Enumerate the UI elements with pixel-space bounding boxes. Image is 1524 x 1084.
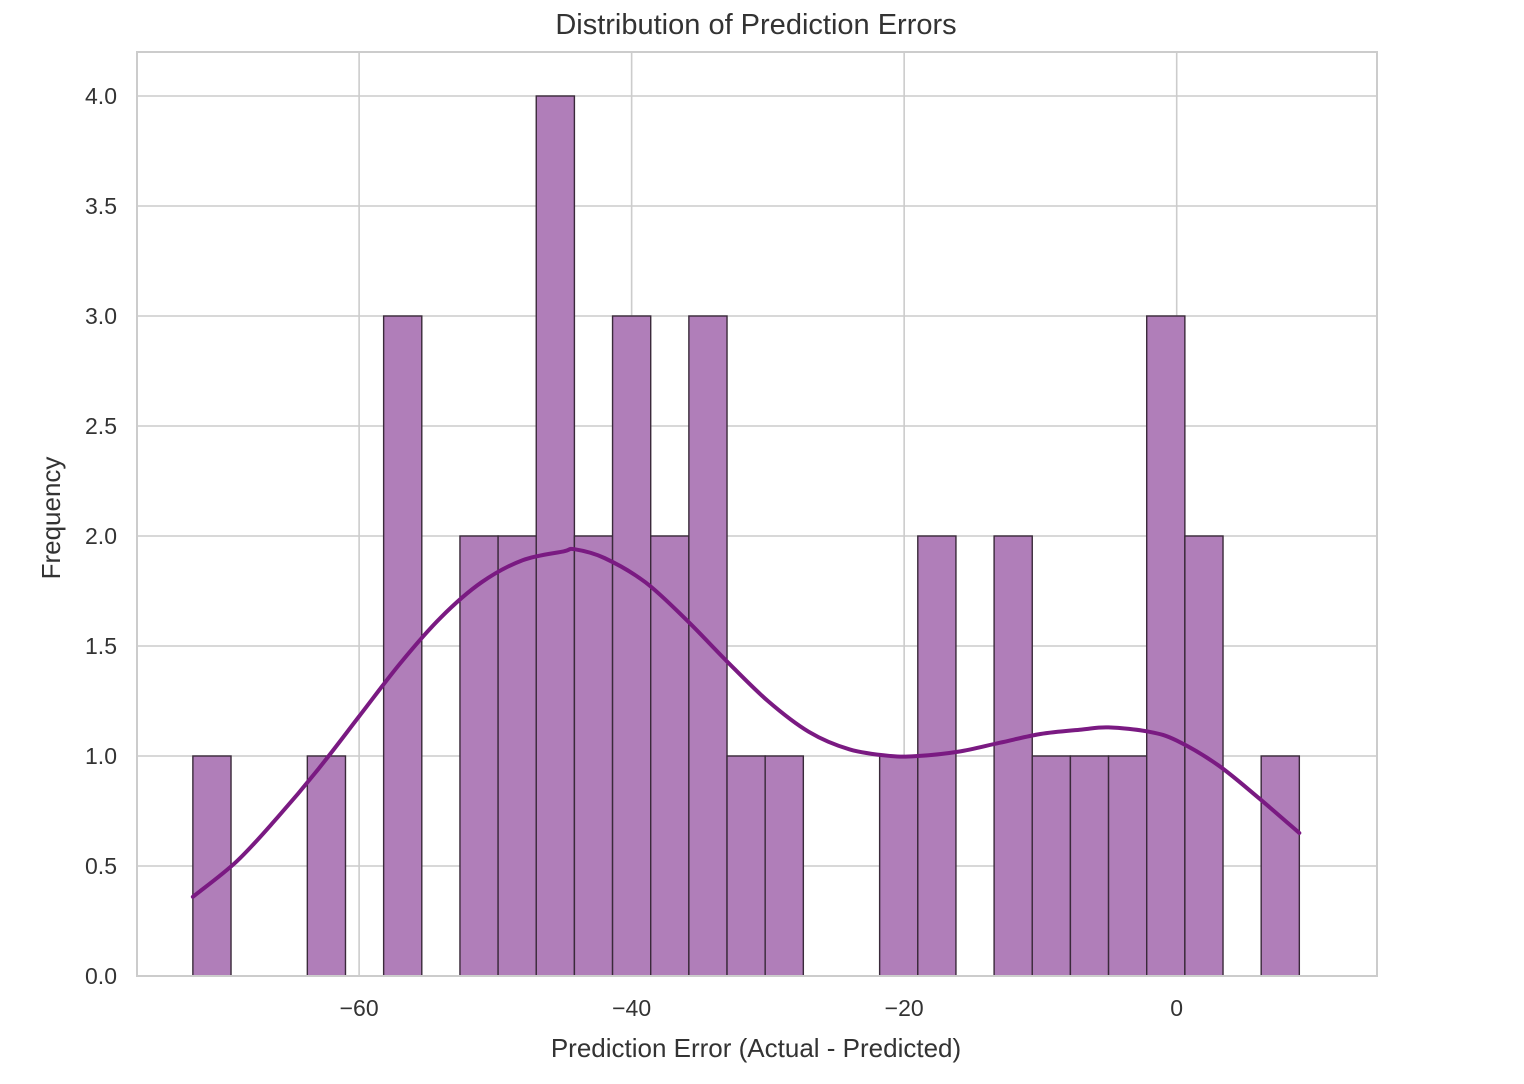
y-tick-label: 4.0 bbox=[85, 83, 117, 109]
histogram-bar bbox=[1107, 755, 1148, 977]
histogram-bar bbox=[611, 315, 652, 977]
plot-frame bbox=[136, 51, 1378, 977]
histogram-bar bbox=[306, 755, 347, 977]
histogram-bar bbox=[993, 535, 1033, 977]
x-tick-label: −40 bbox=[612, 995, 651, 1021]
histogram-bar bbox=[1260, 755, 1301, 977]
histogram-bar bbox=[1069, 755, 1110, 977]
histogram-bar bbox=[459, 535, 499, 977]
histogram-bar bbox=[764, 755, 805, 977]
y-tick-label: 1.5 bbox=[85, 633, 117, 659]
x-tick-labels: −60 −40 −20 0 bbox=[340, 995, 1183, 1021]
y-tick-label: 0.5 bbox=[85, 853, 117, 879]
y-tick-label: 3.0 bbox=[85, 303, 117, 329]
histogram-bar bbox=[688, 315, 728, 977]
y-tick-labels: 0.0 0.5 1.0 1.5 2.0 2.5 3.0 3.5 4.0 bbox=[85, 83, 117, 989]
y-tick-label: 2.0 bbox=[85, 523, 117, 549]
x-axis-title: Prediction Error (Actual - Predicted) bbox=[551, 1033, 961, 1063]
histogram-bar bbox=[1146, 315, 1186, 977]
histogram-bar bbox=[192, 755, 232, 977]
histogram-bar bbox=[878, 755, 919, 977]
histogram-bar bbox=[650, 535, 690, 977]
histogram-bar bbox=[497, 535, 537, 977]
histogram-bar bbox=[535, 95, 576, 977]
y-tick-label: 0.0 bbox=[85, 963, 117, 989]
histogram-bar bbox=[726, 755, 766, 977]
kde-curve bbox=[190, 546, 1302, 899]
y-axis-title: Frequency bbox=[36, 457, 66, 580]
y-tick-label: 2.5 bbox=[85, 413, 117, 439]
x-tick-label: 0 bbox=[1170, 995, 1183, 1021]
y-tick-label: 1.0 bbox=[85, 743, 117, 769]
histogram-bar bbox=[573, 535, 614, 977]
histogram-bars bbox=[192, 95, 1301, 977]
chart-title: Distribution of Prediction Errors bbox=[555, 9, 956, 41]
kde-curve-group bbox=[190, 546, 1302, 899]
x-tick-label: −60 bbox=[340, 995, 379, 1021]
x-tick-label: −20 bbox=[885, 995, 924, 1021]
y-tick-label: 3.5 bbox=[85, 193, 117, 219]
histogram-bar bbox=[1031, 755, 1072, 977]
